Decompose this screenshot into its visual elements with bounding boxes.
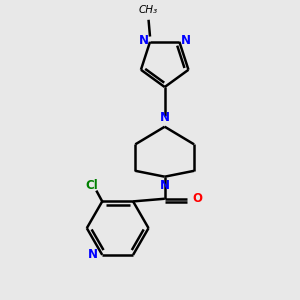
Text: CH₃: CH₃ (139, 5, 158, 15)
Text: N: N (139, 34, 148, 47)
Text: N: N (160, 111, 170, 124)
Text: N: N (160, 179, 170, 192)
Text: Cl: Cl (85, 179, 98, 192)
Text: N: N (181, 34, 191, 47)
Text: O: O (192, 192, 202, 205)
Text: N: N (88, 248, 98, 261)
